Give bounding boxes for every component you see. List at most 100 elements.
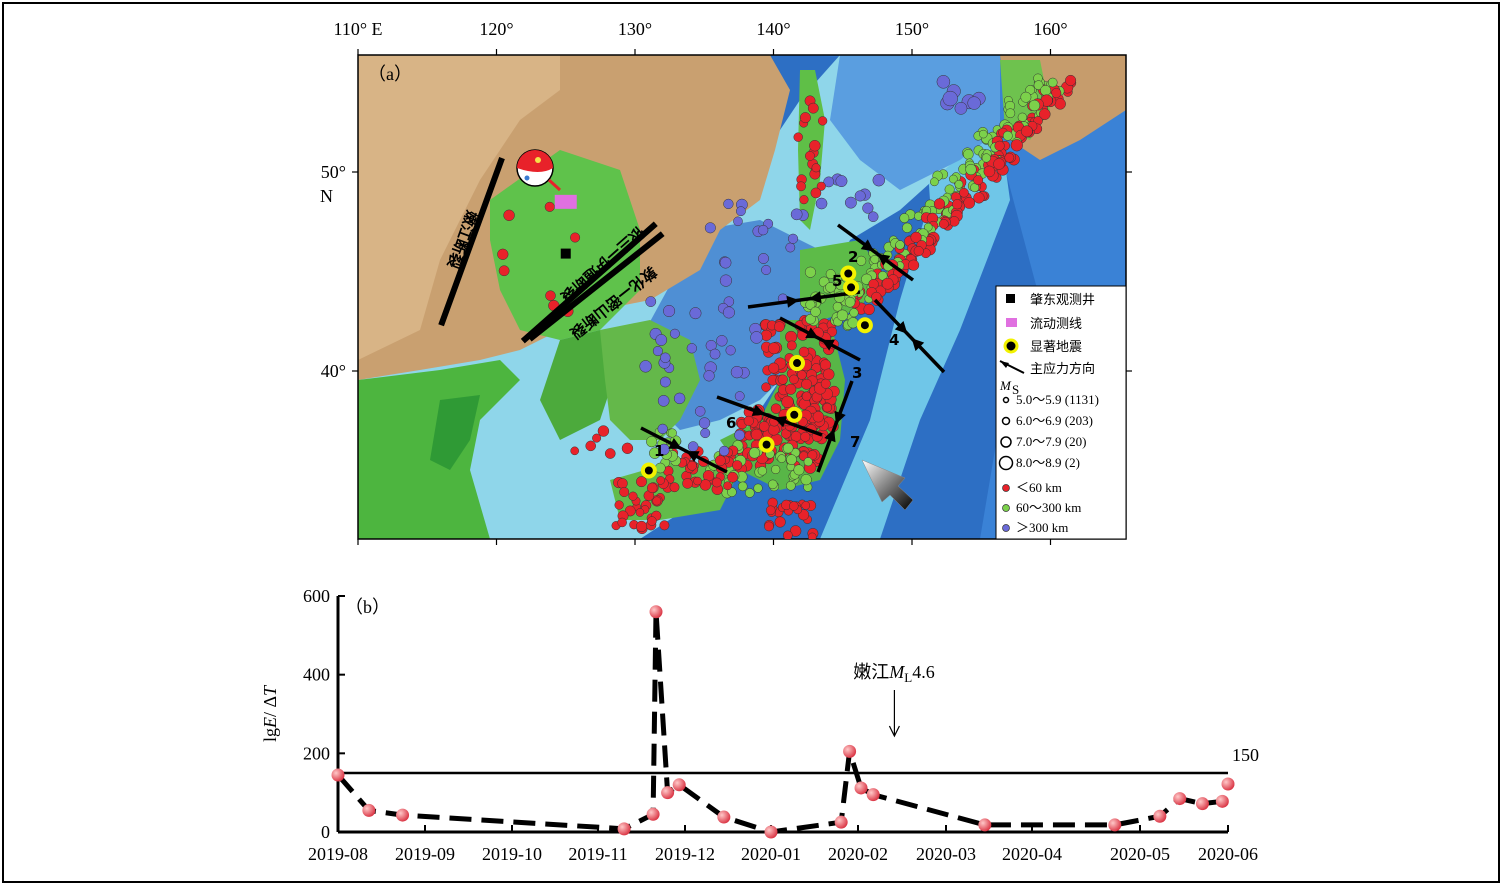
earthquake-dot [669, 328, 680, 339]
earthquake-dot [881, 277, 894, 290]
stress-label: 5 [832, 272, 842, 290]
earthquake-dot [993, 158, 1005, 170]
earthquake-dot [902, 222, 913, 233]
x-tick-label: 2020-01 [741, 844, 801, 864]
earthquake-dot [693, 476, 702, 486]
x-tick-label: 2019-09 [395, 844, 455, 864]
earthquake-dot [628, 491, 638, 501]
earthquake-dot [694, 406, 706, 417]
earthquake-dot [635, 508, 645, 517]
earthquake-dot [835, 175, 848, 188]
earthquake-dot [822, 402, 833, 413]
earthquake-dot [862, 202, 874, 214]
ms-class-symbol [998, 455, 1014, 471]
earthquake-dot [757, 224, 769, 236]
data-point [834, 815, 848, 829]
earthquake-dot [785, 383, 797, 395]
earthquake-dot [750, 428, 763, 441]
significant-eq-symbol [1003, 338, 1019, 354]
depth-class-label: ＜60 km [1016, 480, 1062, 495]
earthquake-dot [604, 448, 616, 459]
earthquake-dot [908, 259, 920, 271]
earthquake-dot [804, 266, 816, 278]
earthquake-dot [1033, 80, 1044, 91]
earthquake-dot [698, 417, 711, 429]
earthquake-dot [1005, 108, 1016, 119]
earthquake-dot [636, 476, 647, 488]
earthquake-dot [699, 479, 712, 491]
earthquake-dot [570, 232, 581, 243]
fault-line [520, 221, 658, 344]
well-symbol [1006, 294, 1015, 303]
earthquake-dot [730, 365, 744, 379]
earthquake-dot [719, 445, 730, 457]
earthquake-dot [959, 187, 969, 198]
x-tick-label: 2019-10 [482, 844, 542, 864]
earthquake-dot [803, 457, 813, 467]
x-tick-label: 2020-06 [1198, 844, 1258, 864]
ms-class-symbol [1001, 416, 1011, 426]
earthquake-dot [789, 501, 799, 511]
earthquake-dot [820, 378, 831, 389]
earthquake-dot [682, 478, 693, 489]
earthquake-dot [689, 307, 702, 320]
stress-label: 2 [848, 248, 858, 266]
earthquake-dot [863, 303, 875, 316]
earthquake-dot [722, 306, 735, 319]
earthquake-dot [711, 477, 722, 488]
earthquake-dot [954, 179, 964, 189]
y-tick-label: 400 [303, 665, 330, 685]
earthquake-dot [498, 265, 510, 277]
earthquake-dot [801, 378, 813, 390]
earthquake-dot [936, 75, 951, 89]
significant-earthquake [843, 279, 860, 296]
stress-arrow [779, 316, 861, 362]
observation-well-marker [560, 248, 571, 259]
earthquake-dot [797, 370, 807, 380]
earthquake-dot [753, 483, 763, 493]
lon-tick-label: 130° [618, 19, 652, 39]
earthquake-dot [973, 192, 985, 204]
data-point [661, 786, 675, 800]
earthquake-dot [736, 206, 746, 217]
stress-arrow [640, 426, 728, 474]
earthquake-dot [942, 90, 958, 107]
earthquake-dot [789, 374, 799, 385]
earthquake-dot [761, 382, 771, 392]
earthquake-dot [544, 201, 555, 212]
earthquake-dot [765, 505, 776, 516]
earthquake-dot [652, 346, 663, 357]
depth-class-label: ＞300 km [1016, 520, 1068, 535]
stress-arrow [836, 223, 915, 282]
data-point [331, 768, 345, 782]
stress-arrowhead [911, 338, 925, 351]
earthquake-dot [949, 216, 960, 227]
stress-arrowhead [860, 239, 874, 252]
earthquake-dot [1051, 87, 1062, 99]
legend-eq: 显著地震 [1030, 340, 1082, 355]
stress-arrow [747, 290, 861, 309]
earthquake-dot [645, 296, 657, 307]
focal-mechanism-icon [516, 149, 562, 192]
stress-arrowhead [786, 295, 800, 308]
earthquake-dot [767, 342, 780, 355]
earthquake-dot [734, 429, 746, 441]
annotation-label: 嫩江ML4.6 [853, 662, 934, 685]
lon-tick-label: 140° [756, 19, 790, 39]
earthquake-dot [669, 482, 680, 493]
earthquake-dot [822, 368, 835, 381]
earthquake-dot [673, 392, 686, 405]
data-point [764, 825, 778, 839]
ms-class-symbol [1000, 436, 1012, 448]
earthquake-dot [777, 454, 787, 463]
threshold-label: 150 [1232, 745, 1259, 765]
lon-tick-label: 160° [1033, 19, 1067, 39]
earthquake-dot [810, 187, 822, 199]
earthquake-dot [785, 242, 796, 253]
ms-class-label: 5.0～5.9 (1131) [1016, 392, 1099, 407]
earthquake-dot [1004, 152, 1015, 163]
ms-class-label: 6.0～6.9 (203) [1016, 413, 1093, 428]
